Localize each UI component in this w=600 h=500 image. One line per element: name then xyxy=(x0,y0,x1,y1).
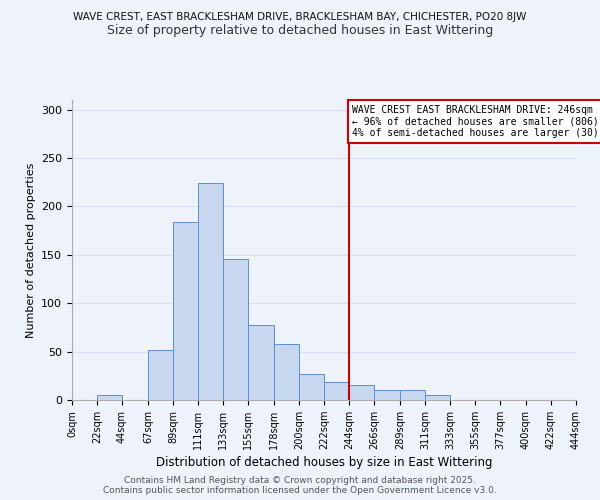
Text: WAVE CREST EAST BRACKLESHAM DRIVE: 246sqm
← 96% of detached houses are smaller (: WAVE CREST EAST BRACKLESHAM DRIVE: 246sq… xyxy=(352,105,600,138)
Bar xyxy=(274,344,299,400)
Bar xyxy=(349,386,374,400)
Y-axis label: Number of detached properties: Number of detached properties xyxy=(26,162,35,338)
Bar xyxy=(223,258,248,400)
Text: Contains HM Land Registry data © Crown copyright and database right 2025.: Contains HM Land Registry data © Crown c… xyxy=(124,476,476,485)
Bar xyxy=(198,183,223,400)
Bar xyxy=(400,390,425,400)
Text: Contains public sector information licensed under the Open Government Licence v3: Contains public sector information licen… xyxy=(103,486,497,495)
Bar xyxy=(248,324,274,400)
X-axis label: Distribution of detached houses by size in East Wittering: Distribution of detached houses by size … xyxy=(156,456,492,469)
Text: Size of property relative to detached houses in East Wittering: Size of property relative to detached ho… xyxy=(107,24,493,37)
Bar xyxy=(374,390,400,400)
Bar xyxy=(173,222,198,400)
Bar xyxy=(324,382,349,400)
Bar xyxy=(425,395,450,400)
Bar xyxy=(97,395,122,400)
Text: WAVE CREST, EAST BRACKLESHAM DRIVE, BRACKLESHAM BAY, CHICHESTER, PO20 8JW: WAVE CREST, EAST BRACKLESHAM DRIVE, BRAC… xyxy=(73,12,527,22)
Bar xyxy=(299,374,324,400)
Bar xyxy=(148,350,173,400)
